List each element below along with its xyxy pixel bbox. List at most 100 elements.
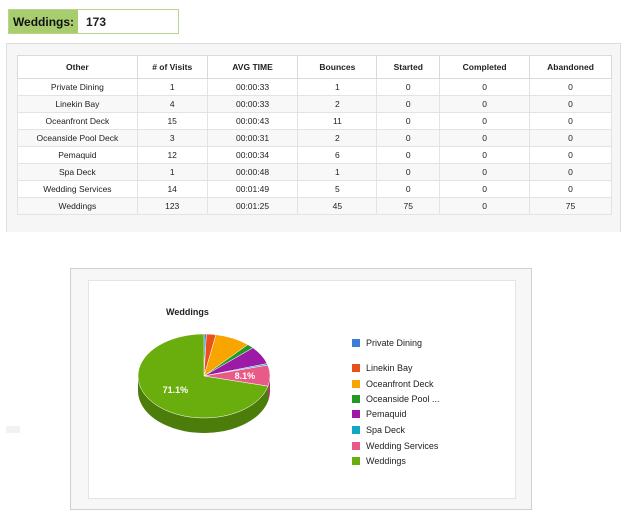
legend-label: Wedding Services — [366, 441, 439, 451]
value-cell: 0 — [529, 78, 612, 96]
value-cell: 0 — [529, 146, 612, 164]
legend-swatch — [352, 457, 360, 465]
value-cell: 15 — [136, 112, 208, 130]
column-header[interactable]: Abandoned — [529, 55, 612, 79]
value-cell: 75 — [529, 197, 612, 215]
table-row: Oceanside Pool Deck 3 00:00:31 2 0 0 0 — [17, 129, 612, 147]
chart-title: Weddings — [166, 307, 209, 317]
legend-swatch — [352, 364, 360, 372]
value-cell: 00:00:34 — [206, 146, 299, 164]
legend-label: Pemaquid — [366, 409, 407, 419]
legend-item[interactable]: Pemaquid — [352, 409, 407, 419]
row-name-cell: Pemaquid — [17, 146, 138, 164]
value-cell: 123 — [136, 197, 208, 215]
row-name-cell: Wedding Services — [17, 180, 138, 198]
table-row: Weddings 123 00:01:25 45 75 0 75 — [17, 197, 612, 215]
table-header-row: Other # of Visits AVG TIME Bounces Started Co… — [17, 55, 612, 79]
value-cell: 2 — [297, 129, 378, 147]
chart-panel: 8.1% 71.1% Weddings Private Dining Linekin… — [70, 268, 532, 510]
legend-label: Linekin Bay — [366, 363, 413, 373]
value-cell: 0 — [529, 180, 612, 198]
value-cell: 45 — [297, 197, 378, 215]
column-header[interactable]: Started — [376, 55, 441, 79]
value-cell: 1 — [297, 163, 378, 181]
value-cell: 1 — [136, 78, 208, 96]
value-cell: 0 — [439, 95, 531, 113]
value-cell: 0 — [529, 129, 612, 147]
chart-area: 8.1% 71.1% Weddings Private Dining Linekin… — [88, 280, 516, 499]
legend-swatch — [352, 339, 360, 347]
legend-swatch — [352, 410, 360, 418]
value-cell: 00:01:25 — [206, 197, 299, 215]
value-cell: 4 — [136, 95, 208, 113]
value-cell: 0 — [376, 180, 441, 198]
legend-item[interactable]: Weddings — [352, 456, 406, 466]
value-cell: 2 — [297, 95, 378, 113]
legend-label: Spa Deck — [366, 425, 406, 435]
stats-panel: Other # of Visits AVG TIME Bounces Started Co… — [6, 43, 621, 232]
legend-swatch — [352, 426, 360, 434]
legend-label: Private Dining — [366, 338, 423, 348]
row-name-cell: Spa Deck — [17, 163, 138, 181]
column-header[interactable]: # of Visits — [136, 55, 208, 79]
value-cell: 0 — [439, 129, 531, 147]
value-cell: 0 — [439, 146, 531, 164]
value-cell: 6 — [297, 146, 378, 164]
value-cell: 0 — [376, 129, 441, 147]
legend-item[interactable]: Private Dining — [352, 338, 422, 348]
column-header[interactable]: AVG TIME — [206, 55, 299, 79]
weddings-summary: Weddings: 173 — [8, 9, 179, 34]
value-cell: 00:00:48 — [206, 163, 299, 181]
legend-item[interactable]: Spa Deck — [352, 425, 405, 435]
value-cell: 00:01:49 — [206, 180, 299, 198]
value-cell: 3 — [136, 129, 208, 147]
value-cell: 0 — [529, 112, 612, 130]
value-cell: 12 — [136, 146, 208, 164]
value-cell: 1 — [136, 163, 208, 181]
value-cell: 00:00:33 — [206, 78, 299, 96]
value-cell: 00:00:31 — [206, 129, 299, 147]
row-name-cell: Weddings — [17, 197, 138, 215]
legend-item[interactable]: Linekin Bay — [352, 363, 413, 373]
column-header[interactable]: Bounces — [297, 55, 378, 79]
value-cell: 00:00:43 — [206, 112, 299, 130]
table-row: Pemaquid 12 00:00:34 6 0 0 0 — [17, 146, 612, 164]
pie-data-label: 71.1% — [163, 385, 189, 395]
value-cell: 0 — [439, 112, 531, 130]
value-cell: 0 — [376, 112, 441, 130]
legend-item[interactable]: Oceanfront Deck — [352, 379, 434, 389]
legend-label: Oceanside Pool ... — [366, 394, 440, 404]
value-cell: 0 — [439, 180, 531, 198]
legend-label: Weddings — [366, 456, 406, 466]
column-header[interactable]: Other — [17, 55, 138, 79]
faint-mark — [6, 426, 20, 433]
row-name-cell: Linekin Bay — [17, 95, 138, 113]
legend-swatch — [352, 380, 360, 388]
row-name-cell: Private Dining — [17, 78, 138, 96]
value-cell: 0 — [439, 163, 531, 181]
value-cell: 5 — [297, 180, 378, 198]
pie-chart: 8.1% 71.1% — [137, 333, 271, 433]
pie-slice[interactable] — [137, 333, 269, 419]
table-row: Linekin Bay 4 00:00:33 2 0 0 0 — [17, 95, 612, 113]
row-name-cell: Oceanfront Deck — [17, 112, 138, 130]
pie-data-label: 8.1% — [235, 371, 256, 381]
column-header[interactable]: Completed — [439, 55, 531, 79]
value-cell: 0 — [439, 197, 531, 215]
row-name-cell: Oceanside Pool Deck — [17, 129, 138, 147]
pie-slice-side — [138, 376, 269, 433]
stats-table: Other # of Visits AVG TIME Bounces Started Co… — [17, 55, 612, 215]
table-row: Spa Deck 1 00:00:48 1 0 0 0 — [17, 163, 612, 181]
table-row: Private Dining 1 00:00:33 1 0 0 0 — [17, 78, 612, 96]
legend-swatch — [352, 442, 360, 450]
summary-value: 173 — [86, 14, 107, 29]
value-cell: 0 — [376, 78, 441, 96]
legend-item[interactable]: Oceanside Pool ... — [352, 394, 440, 404]
value-cell: 0 — [376, 163, 441, 181]
value-cell: 0 — [376, 95, 441, 113]
value-cell: 0 — [439, 78, 531, 96]
value-cell: 0 — [529, 163, 612, 181]
legend-swatch — [352, 395, 360, 403]
value-cell: 75 — [376, 197, 441, 215]
legend-item[interactable]: Wedding Services — [352, 441, 438, 451]
